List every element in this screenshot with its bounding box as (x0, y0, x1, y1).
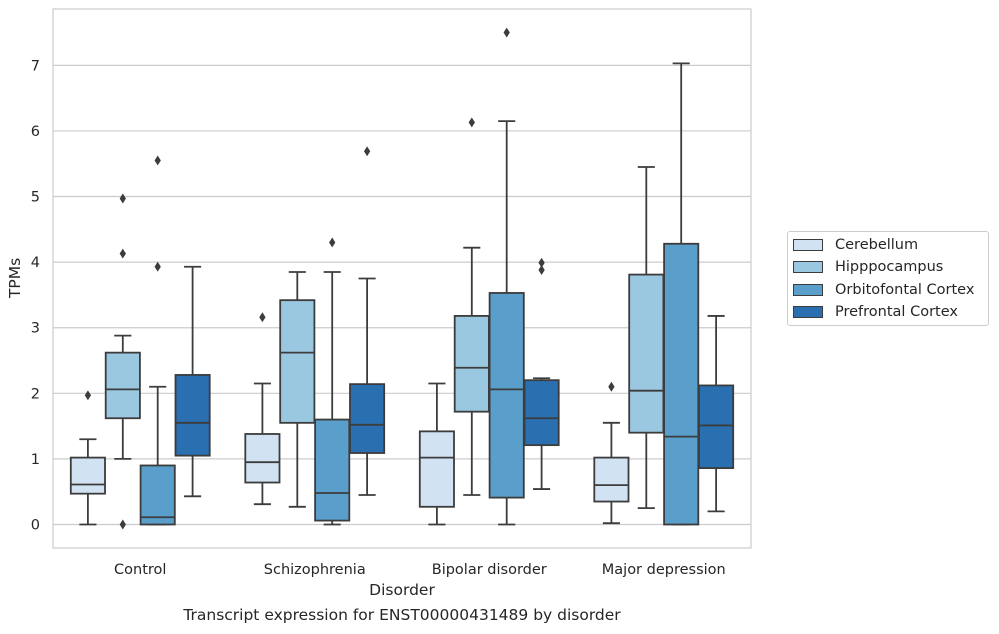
legend-label: Prefrontal Cortex (835, 304, 958, 320)
box-element (349, 146, 386, 496)
legend-swatch (793, 284, 823, 296)
box-element (418, 382, 455, 526)
figure-caption: Transcript expression for ENST0000043148… (183, 606, 621, 624)
box-iqr (453, 315, 490, 413)
legend-item-hipppocampus: Hipppocampus (793, 258, 943, 276)
box-iqr (593, 456, 630, 503)
box-iqr (488, 292, 525, 499)
series-cerebellum (69, 312, 630, 526)
box-element (628, 166, 665, 510)
box-element (593, 381, 630, 525)
box-iqr (314, 418, 351, 522)
series-hipppocampus (104, 117, 665, 530)
series-orbitofontal-cortex (139, 27, 700, 526)
box-iqr (174, 374, 211, 457)
y-tick-label: 3 (31, 321, 40, 337)
x-tick-labels: Control Schizophrenia Bipolar disorder Majo… (114, 562, 726, 578)
outlier-point (363, 146, 371, 157)
x-tick-label: Control (114, 562, 166, 578)
legend-item-orbitofontal-cortex: Orbitofontal Cortex (793, 281, 974, 299)
legend-swatch (793, 261, 823, 273)
x-tick-label: Schizophrenia (264, 562, 366, 578)
x-tick-label: Major depression (602, 562, 726, 578)
box-iqr (349, 383, 386, 454)
box-element (139, 155, 176, 526)
box-element (663, 62, 700, 526)
box-element (104, 193, 141, 530)
outlier-point (119, 519, 126, 530)
legend-label: Cerebellum (835, 237, 919, 253)
y-tick-label: 6 (31, 124, 40, 140)
legend-item-prefrontal-cortex: Prefrontal Cortex (793, 303, 958, 321)
box-iqr (104, 351, 141, 420)
y-tick-label: 1 (31, 452, 40, 468)
outlier-point (608, 381, 615, 392)
box-iqr (69, 456, 106, 495)
y-axis-label: TPMs (6, 258, 24, 299)
y-tick-labels: 0 1 2 3 4 5 6 7 (31, 58, 40, 533)
outlier-point (503, 27, 510, 38)
box-element (453, 117, 490, 496)
legend-label: Orbitofontal Cortex (835, 282, 975, 298)
box-element (314, 237, 351, 526)
series-prefrontal-cortex (174, 146, 735, 513)
legend: Cerebellum Hipppocampus Orbitofontal Cor… (787, 231, 989, 326)
outlier-point (119, 193, 126, 204)
outlier-point (259, 312, 266, 323)
legend-swatch (793, 239, 823, 251)
outlier-point (468, 117, 475, 128)
y-tick-label: 7 (31, 58, 40, 74)
legend-item-cerebellum: Cerebellum (793, 236, 918, 254)
box-iqr (139, 464, 176, 526)
legend-label: Hipppocampus (835, 259, 944, 275)
box-iqr (628, 273, 665, 434)
y-tick-label: 2 (31, 386, 40, 402)
y-tick-label: 0 (31, 518, 40, 534)
y-tick-label: 5 (31, 190, 40, 206)
box-element (488, 27, 525, 526)
box-iqr (523, 379, 560, 447)
outlier-point (119, 248, 126, 259)
box-iqr (244, 433, 281, 484)
box-element (244, 312, 281, 506)
box-element (279, 271, 316, 508)
x-tick-label: Bipolar disorder (432, 562, 547, 578)
legend-swatch (793, 306, 823, 318)
outlier-point (154, 155, 161, 166)
outlier-point (538, 265, 545, 275)
box-iqr (418, 430, 455, 508)
y-tick-label: 4 (31, 255, 40, 271)
box-iqr (698, 384, 735, 469)
outlier-point (154, 261, 161, 272)
outlier-point (84, 390, 92, 401)
box-iqr (279, 299, 316, 424)
x-axis-label: Disorder (369, 581, 435, 599)
box-iqr (663, 242, 700, 526)
box-element (69, 390, 106, 526)
box-element (698, 315, 735, 513)
outlier-point (538, 257, 545, 268)
outlier-point (329, 237, 336, 248)
box-series (69, 27, 735, 530)
box-element (523, 257, 560, 490)
box-element (174, 265, 211, 498)
